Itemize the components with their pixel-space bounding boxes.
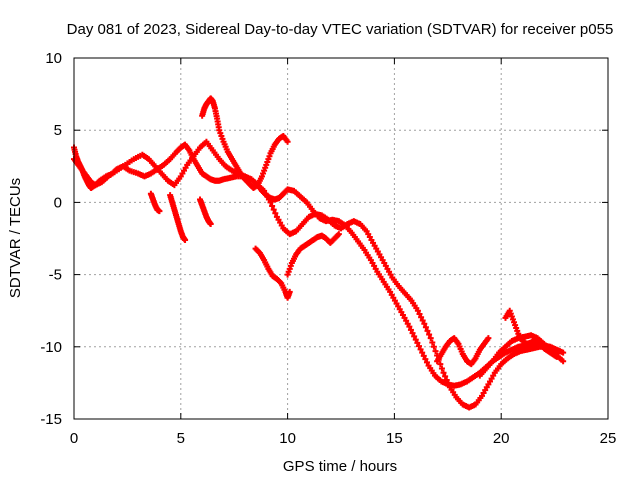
data-point	[419, 349, 426, 356]
axis-ticks	[73, 57, 609, 420]
x-tick-labels: 0 5 10 15 20 25	[70, 430, 617, 447]
x-tick-label: 5	[177, 430, 185, 447]
series-track-7	[252, 245, 293, 301]
series-track-2	[71, 138, 562, 411]
x-tick-label: 20	[493, 430, 510, 447]
data-point	[272, 210, 279, 217]
y-tick-label: -5	[49, 267, 62, 284]
series-track-10	[434, 335, 492, 368]
data-point	[269, 203, 276, 210]
data-point	[422, 356, 429, 363]
series-track-8	[284, 231, 342, 278]
data-point	[207, 221, 214, 228]
data-point	[553, 353, 560, 360]
data-point	[182, 236, 189, 243]
data-point	[414, 307, 421, 314]
data-point	[440, 369, 447, 376]
data-point	[286, 288, 293, 295]
series-track-5	[197, 196, 214, 228]
data-point	[424, 327, 431, 334]
y-tick-labels: -15 -10 -5 0 5 10	[40, 50, 62, 428]
data-point	[437, 361, 444, 368]
plot-frame	[73, 57, 609, 420]
data-point	[284, 138, 291, 145]
x-tick-label: 0	[70, 430, 78, 447]
data-point	[430, 343, 437, 350]
data-point	[421, 320, 428, 327]
data-point	[423, 359, 430, 366]
data-point	[426, 331, 433, 338]
data-point	[270, 206, 277, 213]
data-point	[560, 349, 567, 356]
x-axis-label: GPS time / hours	[283, 458, 397, 475]
chart-title: Day 081 of 2023, Sidereal Day-to-day VTE…	[67, 21, 614, 38]
x-tick-label: 15	[386, 430, 403, 447]
data-point	[427, 335, 434, 342]
data-point	[335, 231, 342, 238]
grid-lines	[74, 58, 608, 419]
series-track-1	[71, 141, 567, 389]
series-track-11	[502, 307, 560, 360]
data-point	[416, 310, 423, 317]
data-point	[429, 339, 436, 346]
data-point	[414, 339, 421, 346]
data-point	[411, 333, 418, 340]
y-tick-label: 10	[45, 50, 62, 67]
data-points	[71, 95, 567, 411]
series-track-3	[199, 95, 291, 191]
data-point	[485, 335, 492, 342]
data-point	[442, 373, 449, 380]
data-point	[445, 380, 452, 387]
data-point	[560, 358, 567, 365]
data-point	[419, 317, 426, 324]
data-point	[412, 336, 419, 343]
data-point	[418, 314, 425, 321]
y-tick-label: 0	[54, 194, 62, 211]
series-track-6	[147, 190, 163, 215]
data-point	[415, 343, 422, 350]
data-point	[406, 323, 413, 330]
data-point	[407, 326, 414, 333]
x-tick-label: 10	[279, 430, 296, 447]
data-point	[438, 365, 445, 372]
x-tick-label: 25	[600, 430, 617, 447]
y-tick-label: -10	[40, 339, 62, 356]
data-point	[555, 348, 562, 355]
y-tick-label: -15	[40, 411, 62, 428]
data-point	[267, 199, 274, 206]
y-axis-label: SDTVAR / TECUs	[7, 178, 24, 298]
data-point	[422, 324, 429, 331]
data-point	[409, 330, 416, 337]
y-tick-label: 5	[54, 122, 62, 139]
data-point	[420, 352, 427, 359]
data-point	[443, 377, 450, 384]
data-point	[156, 208, 163, 215]
data-point	[417, 346, 424, 353]
series-track-4	[167, 192, 189, 243]
data-point	[432, 348, 439, 355]
